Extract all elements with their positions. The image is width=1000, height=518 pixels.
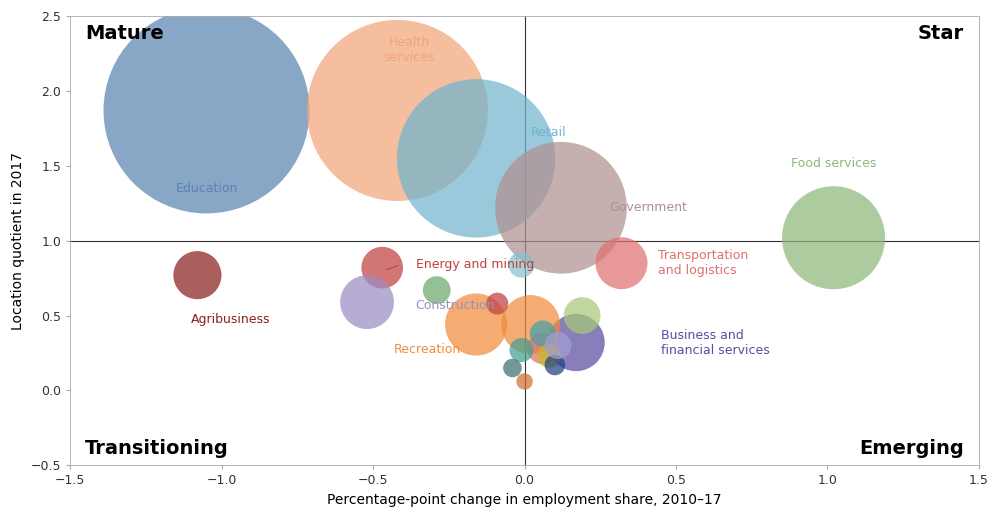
Point: [514, 261, 530, 269]
Point: [468, 321, 484, 329]
Point: [535, 344, 551, 353]
Point: [468, 154, 484, 163]
Text: Food services: Food services: [791, 157, 876, 170]
Point: [614, 259, 630, 267]
Text: Star: Star: [918, 24, 964, 42]
X-axis label: Percentage-point change in employment share, 2010–17: Percentage-point change in employment sh…: [327, 493, 722, 507]
Text: Business and
financial services: Business and financial services: [661, 328, 770, 356]
Text: Transitioning: Transitioning: [85, 439, 229, 458]
Point: [547, 361, 563, 369]
Point: [199, 106, 215, 114]
Text: Government: Government: [609, 202, 687, 214]
Point: [550, 341, 566, 350]
Point: [514, 346, 530, 354]
Point: [826, 234, 842, 242]
Text: Retail: Retail: [531, 126, 566, 139]
Point: [568, 338, 584, 347]
Point: [535, 329, 551, 338]
Point: [374, 264, 390, 272]
Text: Mature: Mature: [85, 24, 164, 42]
Point: [359, 298, 375, 306]
Text: Emerging: Emerging: [859, 439, 964, 458]
Point: [517, 377, 533, 385]
Text: Education: Education: [175, 182, 238, 195]
Point: [429, 286, 445, 294]
Y-axis label: Location quotient in 2017: Location quotient in 2017: [11, 152, 25, 330]
Text: Agribusiness: Agribusiness: [191, 312, 270, 326]
Point: [523, 321, 539, 329]
Point: [504, 364, 520, 372]
Point: [189, 271, 205, 279]
Point: [541, 352, 557, 360]
Point: [389, 106, 405, 114]
Point: [553, 204, 569, 212]
Text: Transportation
and logistics: Transportation and logistics: [658, 249, 748, 277]
Text: Recreation: Recreation: [394, 342, 461, 355]
Point: [489, 299, 505, 308]
Text: Construction: Construction: [416, 298, 495, 312]
Point: [574, 311, 590, 320]
Text: Energy and mining: Energy and mining: [416, 258, 534, 271]
Text: Health
services: Health services: [384, 36, 435, 64]
